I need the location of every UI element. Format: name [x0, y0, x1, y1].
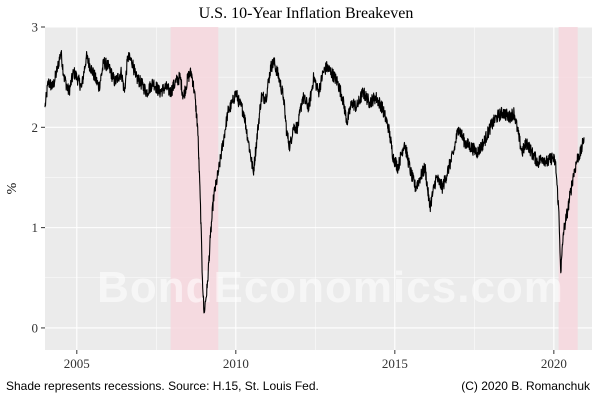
recession-shading [170, 27, 578, 350]
y-axis-ticks: 0 1 2 3 [32, 20, 45, 335]
y-tick-label: 0 [32, 320, 39, 335]
footer-source-note: Shade represents recessions. Source: H.1… [6, 379, 319, 393]
x-tick-label: 2010 [223, 356, 249, 371]
x-tick-label: 2015 [382, 356, 408, 371]
chart-title: U.S. 10-Year Inflation Breakeven [199, 5, 414, 22]
watermark-text: BondEconomics.com [97, 263, 564, 312]
y-axis-label: % [5, 182, 20, 194]
recession-band-2 [558, 27, 578, 350]
y-tick-label: 2 [32, 120, 39, 135]
x-axis-ticks: 2005 2010 2015 2020 [64, 350, 567, 371]
footer-copyright: (C) 2020 B. Romanchuk [461, 379, 591, 393]
x-tick-label: 2005 [64, 356, 90, 371]
x-tick-label: 2020 [541, 356, 567, 371]
y-tick-label: 1 [32, 220, 39, 235]
y-tick-label: 3 [32, 20, 39, 35]
plot-panel [45, 27, 592, 350]
breakeven-series-line [44, 49, 585, 314]
